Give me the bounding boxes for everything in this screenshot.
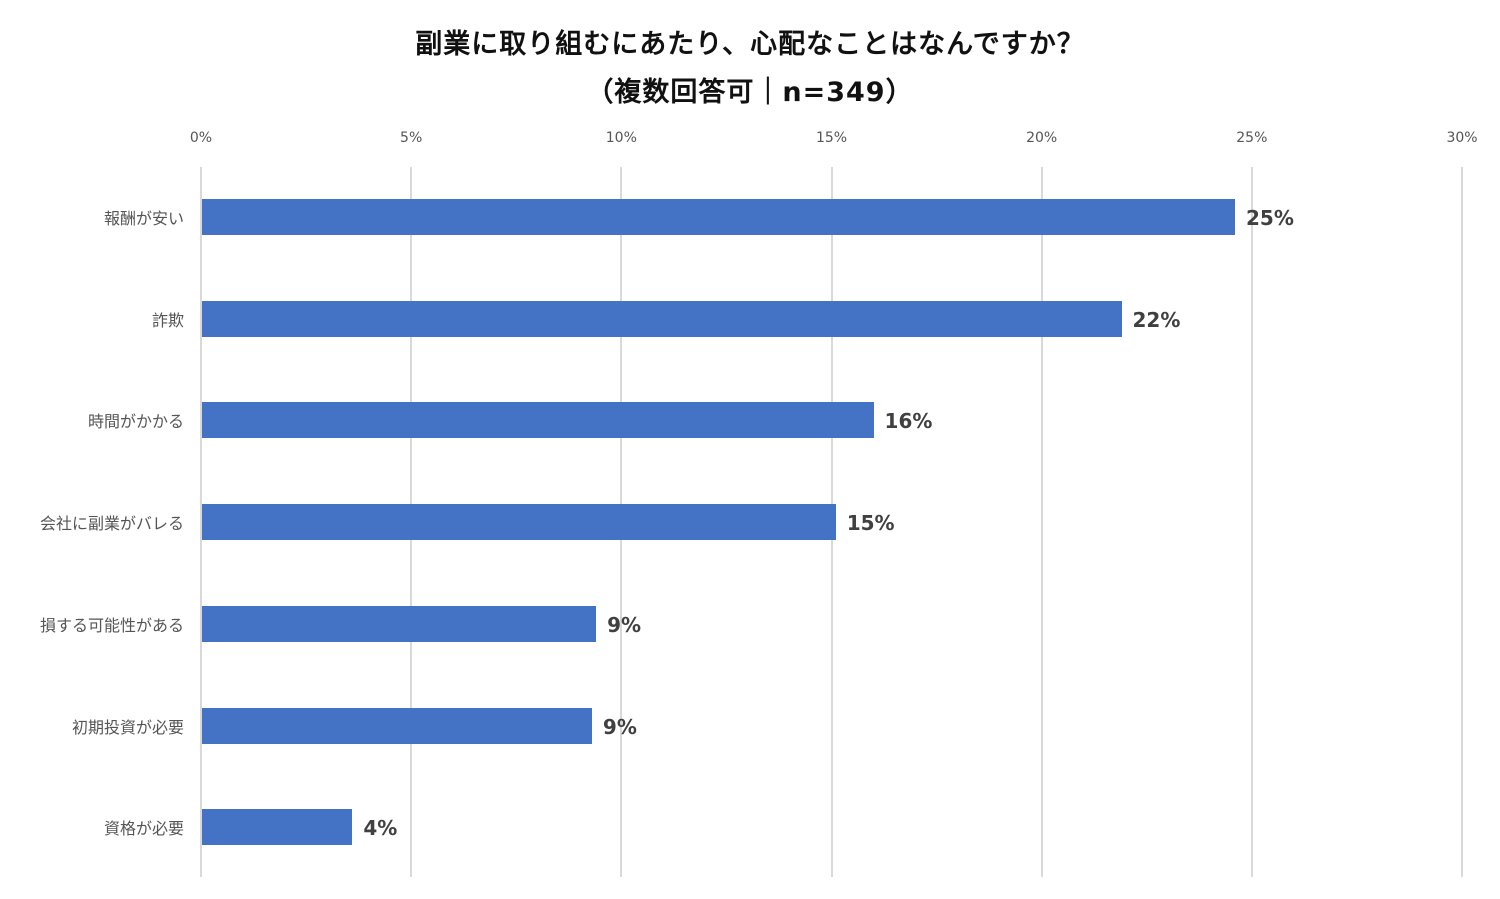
x-tick-label: 25% — [1236, 130, 1268, 146]
x-tick-label: 15% — [815, 130, 848, 146]
gridline — [1250, 167, 1253, 877]
x-tick-label: 20% — [1026, 130, 1058, 146]
x-tick-label: 5% — [400, 130, 423, 146]
category-label: 初期投資が必要 — [71, 717, 184, 737]
bar — [202, 402, 874, 439]
data-label: 4% — [363, 816, 398, 841]
category-label: 損する可能性がある — [39, 615, 184, 635]
data-label: 25% — [1246, 206, 1294, 230]
gridline — [1461, 167, 1463, 877]
category-label: 資格が必要 — [103, 819, 184, 839]
x-tick-label: 30% — [1446, 130, 1478, 146]
bar — [202, 707, 592, 744]
bar — [202, 300, 1122, 337]
data-label: 9% — [602, 714, 637, 739]
chart-subtitle: （複数回答可｜n=349） — [586, 77, 914, 108]
bar — [202, 605, 597, 642]
category-label: 時間がかかる — [87, 412, 184, 432]
gridline — [200, 167, 202, 877]
category-label: 詐欺 — [151, 310, 184, 330]
category-label: 会社に副業がバレる — [39, 514, 184, 534]
bar — [202, 809, 353, 846]
category-label: 報酬が安い — [103, 209, 184, 228]
bar — [202, 504, 836, 541]
data-label: 16% — [884, 409, 933, 434]
data-label: 9% — [607, 612, 642, 637]
chart-title: 副業に取り組むにあたり、心配なことはなんですか？ — [415, 29, 1085, 60]
data-label: 15% — [846, 511, 895, 536]
data-label: 22% — [1132, 307, 1181, 332]
gridline — [1040, 167, 1043, 877]
x-tick-label: 0% — [189, 130, 213, 146]
x-tick-label: 10% — [605, 130, 637, 146]
bar — [202, 199, 1236, 235]
